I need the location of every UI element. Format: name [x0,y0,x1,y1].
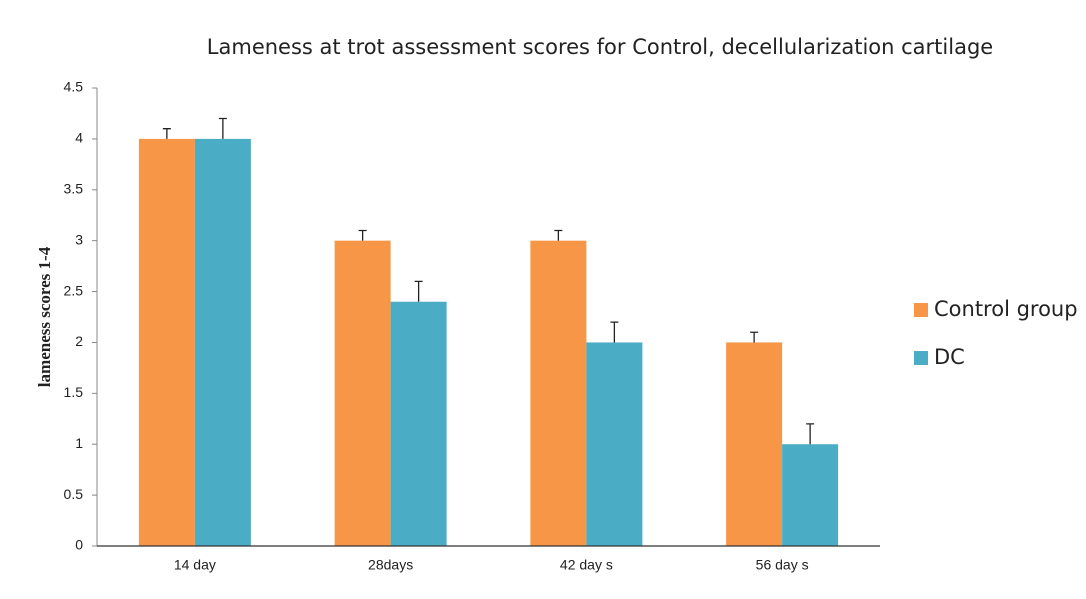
y-tick-label: 4.5 [64,79,84,95]
bar [530,240,587,546]
error-bar [610,321,619,343]
legend-swatch [914,351,928,365]
y-tick-label: 2 [75,333,83,349]
y-tick-label: 0 [75,537,83,553]
y-tick-label: 3 [75,231,83,247]
y-tick-label: 1 [75,435,83,451]
error-bar [750,331,759,343]
y-tick-label: 1.5 [64,384,84,400]
bar [782,444,839,546]
x-tick-label: 14 day [174,557,216,573]
error-bar [218,117,227,139]
x-tick-label: 28days [368,557,413,573]
chart-title: Lameness at trot assessment scores for C… [207,35,993,59]
error-bar [806,423,815,445]
y-tick-label: 2.5 [64,282,84,298]
error-bar [358,229,367,241]
legend-label: Control group [934,297,1078,321]
y-tick-label: 0.5 [64,486,84,502]
bar [586,342,643,546]
legend-label: DC [934,345,965,369]
y-tick-label: 3.5 [64,180,84,196]
bar [726,342,783,546]
bar [390,301,447,546]
x-tick-label: 56 day s [756,557,809,573]
y-axis-label: lameness scores 1-4 [35,246,54,387]
error-bar [162,128,171,139]
bar [194,138,251,546]
y-tick-label: 4 [75,130,83,146]
error-bar [554,229,563,241]
x-tick-label: 42 day s [560,557,613,573]
bar [138,138,195,546]
error-bar [414,280,423,302]
legend-swatch [914,303,928,317]
bar [334,240,391,546]
